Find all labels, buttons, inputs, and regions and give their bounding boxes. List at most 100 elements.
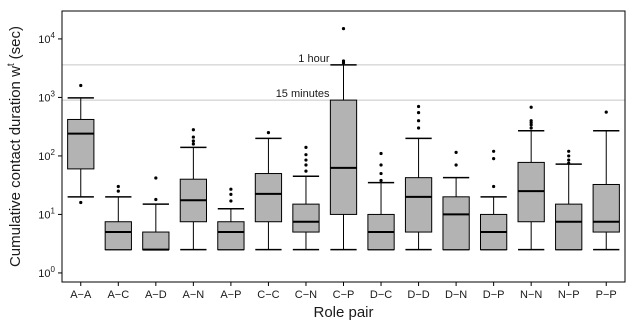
box-1	[104, 184, 132, 251]
outlier-point	[154, 197, 158, 202]
x-tick-label: C−P	[333, 289, 355, 301]
x-tick-label: A−N	[183, 289, 205, 301]
outlier-point	[116, 189, 120, 193]
x-tick-label: A−C	[107, 289, 129, 301]
boxes	[67, 27, 620, 251]
box-9	[404, 104, 433, 251]
x-tick-label: D−P	[483, 289, 505, 301]
reference-line-label: 15 minutes	[276, 88, 330, 100]
box-12	[517, 105, 545, 251]
y-tick-label: 100	[38, 265, 55, 280]
x-tick-label: A−D	[145, 289, 167, 301]
y-axis-title: Cumulative contact duration wt (sec)	[6, 26, 24, 267]
outlier-point	[492, 184, 496, 189]
x-tick-label: N−N	[520, 289, 542, 301]
x-axis: A−A A−C A−D A−N A−P C−C C−N C−P D−C D−D D−N D−P N−N N…	[70, 282, 617, 301]
box-13	[555, 149, 583, 251]
box-iqr	[254, 173, 283, 223]
outlier-point	[79, 83, 83, 88]
outlier-point	[191, 128, 195, 132]
x-tick-label: D−D	[407, 289, 429, 301]
box-14	[592, 110, 620, 251]
outlier-point	[567, 154, 571, 158]
box-11	[479, 149, 508, 251]
y-tick-label-base: 10	[38, 92, 50, 104]
x-tick-label: N−P	[558, 289, 580, 301]
outlier-point	[529, 119, 533, 123]
box-8	[367, 151, 395, 251]
box-iqr	[404, 177, 433, 233]
outlier-point	[229, 187, 233, 191]
x-axis-title: Role pair	[313, 304, 373, 321]
y-tick-label-exponent: 3	[51, 89, 56, 98]
y-tick-label-exponent: 2	[51, 148, 56, 157]
x-tick-label: C−C	[257, 289, 279, 301]
outlier-point	[266, 131, 271, 135]
box-6	[292, 145, 320, 251]
outlier-point	[604, 110, 608, 114]
outlier-point	[416, 119, 421, 123]
y-tick-label-base: 10	[38, 209, 50, 221]
box-4	[217, 187, 245, 251]
outlier-point	[492, 157, 496, 161]
y-tick-label-base: 10	[38, 268, 50, 280]
outlier-point	[529, 126, 533, 130]
box-7	[329, 27, 358, 251]
outlier-point	[492, 149, 496, 153]
outlier-point	[304, 163, 308, 167]
box-iqr	[555, 203, 583, 251]
box-3	[179, 128, 208, 251]
outlier-point	[79, 200, 83, 205]
outlier-point	[379, 171, 383, 176]
x-tick-label: C−N	[295, 289, 317, 301]
x-tick-label: A−P	[220, 289, 241, 301]
outlier-point	[454, 163, 458, 167]
x-tick-label: D−C	[370, 289, 392, 301]
y-tick-label: 101	[38, 206, 55, 221]
outlier-point	[191, 142, 195, 146]
outlier-point	[154, 176, 158, 180]
outlier-point	[304, 153, 308, 157]
box-10	[442, 150, 470, 251]
outlier-point	[567, 149, 571, 153]
outlier-point	[416, 126, 421, 130]
outlier-point	[416, 104, 421, 109]
y-tick-label: 102	[38, 148, 55, 163]
y-tick-label-exponent: 4	[51, 31, 56, 40]
y-tick-label: 103	[38, 89, 55, 104]
y-tick-label-base: 10	[38, 34, 50, 46]
outlier-point	[529, 105, 533, 109]
outlier-point	[341, 27, 346, 31]
outlier-point	[416, 111, 421, 115]
outlier-point	[116, 184, 120, 189]
y-axis-title-unit: (sec)	[7, 26, 24, 59]
x-tick-label: A−A	[70, 289, 92, 301]
outlier-point	[229, 199, 233, 203]
outlier-point	[341, 59, 346, 63]
reference-line-label: 1 hour	[298, 53, 330, 65]
box-iqr	[67, 118, 95, 170]
box-iqr	[292, 203, 320, 233]
y-axis-title-main: Cumulative contact duration w	[7, 66, 24, 267]
outlier-point	[379, 151, 383, 156]
outlier-point	[379, 163, 383, 167]
y-tick-label: 104	[38, 31, 55, 46]
box-2	[142, 176, 170, 251]
outlier-point	[191, 139, 195, 143]
outlier-point	[567, 158, 571, 162]
outlier-point	[191, 135, 195, 139]
outlier-point	[567, 161, 571, 165]
outlier-point	[379, 178, 383, 183]
box-iqr	[104, 221, 132, 251]
box-iqr	[142, 231, 170, 251]
y-axis-title-superscript: t	[6, 63, 17, 66]
outlier-point	[454, 150, 458, 154]
box-iqr	[217, 221, 245, 251]
x-tick-label: P−P	[596, 289, 617, 301]
outlier-point	[229, 192, 233, 196]
outlier-point	[304, 158, 308, 162]
y-tick-label-exponent: 0	[51, 265, 56, 274]
plot-frame	[61, 10, 626, 283]
